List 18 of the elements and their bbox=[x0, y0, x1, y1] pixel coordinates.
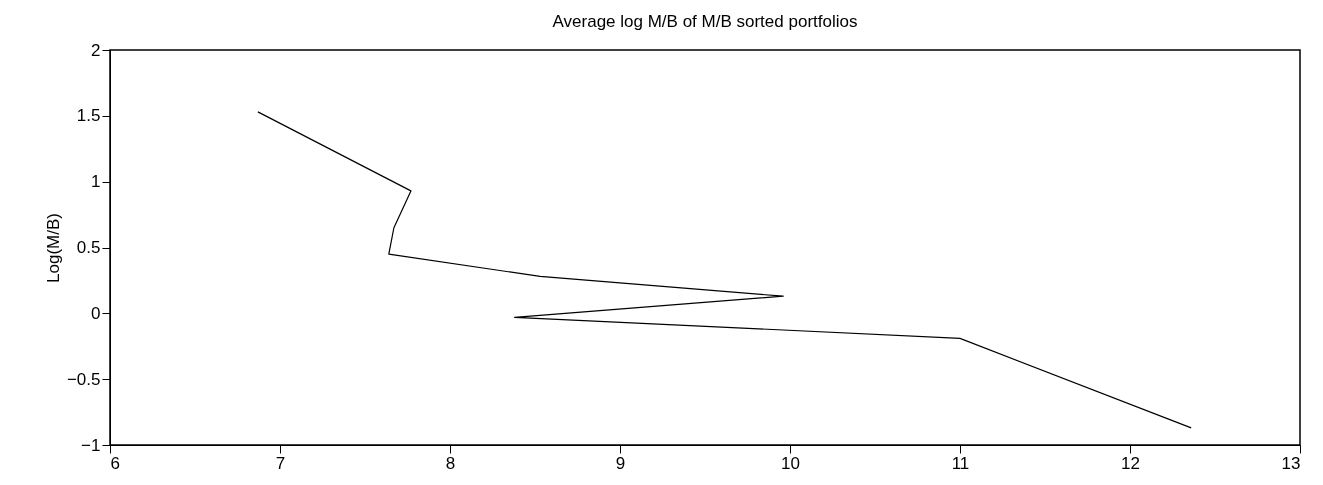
y-tick-label: −1 bbox=[81, 435, 101, 455]
x-tick-label: 9 bbox=[615, 453, 626, 473]
x-tick-label: 10 bbox=[781, 453, 800, 473]
y-tick-label: −0.5 bbox=[66, 369, 101, 389]
chart-title: Average log M/B of M/B sorted portfolios bbox=[552, 12, 858, 31]
x-tick-label: 7 bbox=[275, 453, 286, 473]
y-tick-label: 1.5 bbox=[76, 106, 101, 126]
y-tick-label: 0.5 bbox=[76, 238, 101, 257]
y-axis-title: Log(M/B) bbox=[43, 213, 63, 283]
x-tick-label: 12 bbox=[1121, 453, 1140, 473]
y-tick-label: 0 bbox=[91, 303, 101, 323]
x-tick-label: 11 bbox=[951, 453, 970, 473]
y-tick-label: 2 bbox=[91, 40, 101, 60]
line-series bbox=[257, 111, 1192, 429]
x-tick-label: 6 bbox=[110, 453, 120, 473]
x-tick-label: 8 bbox=[445, 453, 456, 473]
y-tick-label: 1 bbox=[91, 172, 101, 192]
x-tick-label: 13 bbox=[1281, 453, 1301, 473]
